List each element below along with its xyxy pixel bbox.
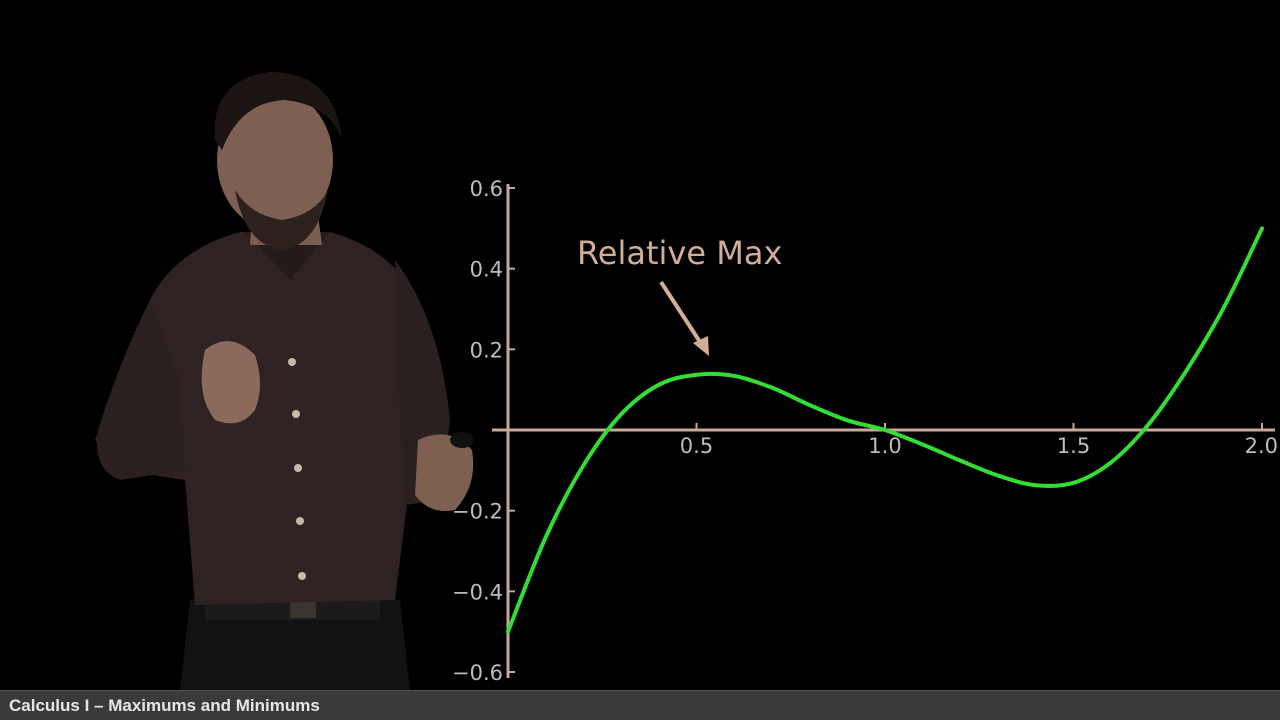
function-plot: 0.5 1.0 1.5 2.0 0.6 0.4 0.2 −0.2 −0.4 −0.6 Relati… xyxy=(452,177,1278,685)
x-tick-label: 0.5 xyxy=(680,434,713,458)
lecturer-figure xyxy=(95,72,474,690)
cubic-curve xyxy=(506,226,1264,634)
y-tick-label: 0.2 xyxy=(470,338,503,362)
y-tick-label: −0.2 xyxy=(452,500,503,524)
relative-max-label: Relative Max xyxy=(577,234,782,272)
y-tick-label: −0.4 xyxy=(452,580,503,604)
relative-max-arrow xyxy=(659,280,704,347)
y-tick-label: 0.6 xyxy=(470,177,503,201)
x-tick-label: 2.0 xyxy=(1245,434,1278,458)
relative-max-arrowhead xyxy=(693,336,709,356)
y-tick-label: −0.6 xyxy=(452,661,503,685)
plot-ticks: 0.5 1.0 1.5 2.0 0.6 0.4 0.2 −0.2 −0.4 −0.6 xyxy=(452,177,1278,685)
lecture-title: Calculus I – Maximums and Minimums xyxy=(9,696,320,715)
x-tick-label: 1.0 xyxy=(868,434,901,458)
annotation-group: Relative Max xyxy=(577,234,782,356)
lecture-title-bar: Calculus I – Maximums and Minimums xyxy=(0,690,1280,720)
x-tick-label: 1.5 xyxy=(1057,434,1090,458)
y-tick-label: 0.4 xyxy=(470,258,503,282)
